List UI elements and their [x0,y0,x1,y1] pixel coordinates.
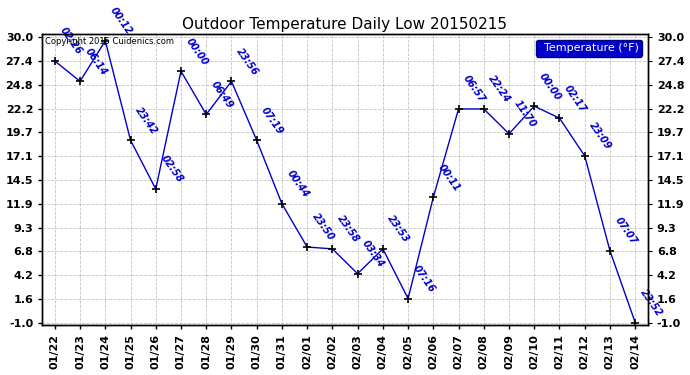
Legend: Temperature (°F): Temperature (°F) [536,40,642,57]
Text: 07:16: 07:16 [411,263,437,294]
Text: 02:58: 02:58 [159,154,184,185]
Text: 06:14: 06:14 [83,46,109,77]
Text: 23:52: 23:52 [638,287,664,318]
Text: 23:50: 23:50 [310,212,336,243]
Text: 03:34: 03:34 [360,238,386,270]
Text: 23:53: 23:53 [386,214,411,245]
Text: 00:00: 00:00 [184,36,210,67]
Text: 06:49: 06:49 [209,79,235,110]
Title: Outdoor Temperature Daily Low 20150215: Outdoor Temperature Daily Low 20150215 [182,17,508,32]
Text: 00:12: 00:12 [108,6,134,37]
Text: 23:09: 23:09 [587,121,613,152]
Text: 23:42: 23:42 [133,105,159,136]
Text: 00:44: 00:44 [285,169,310,200]
Text: 22:24: 22:24 [486,74,513,105]
Text: 23:58: 23:58 [335,214,361,245]
Text: 00:00: 00:00 [537,71,563,102]
Text: 00:11: 00:11 [436,162,462,193]
Text: Copyright 2015 Cuidenics.com: Copyright 2015 Cuidenics.com [46,37,175,46]
Text: 07:07: 07:07 [613,216,639,246]
Text: 23:56: 23:56 [234,46,260,77]
Text: 11:70: 11:70 [512,99,538,130]
Text: 02:17: 02:17 [562,83,588,114]
Text: 06:57: 06:57 [462,74,487,105]
Text: 02:26: 02:26 [57,26,83,57]
Text: 07:19: 07:19 [259,105,286,136]
